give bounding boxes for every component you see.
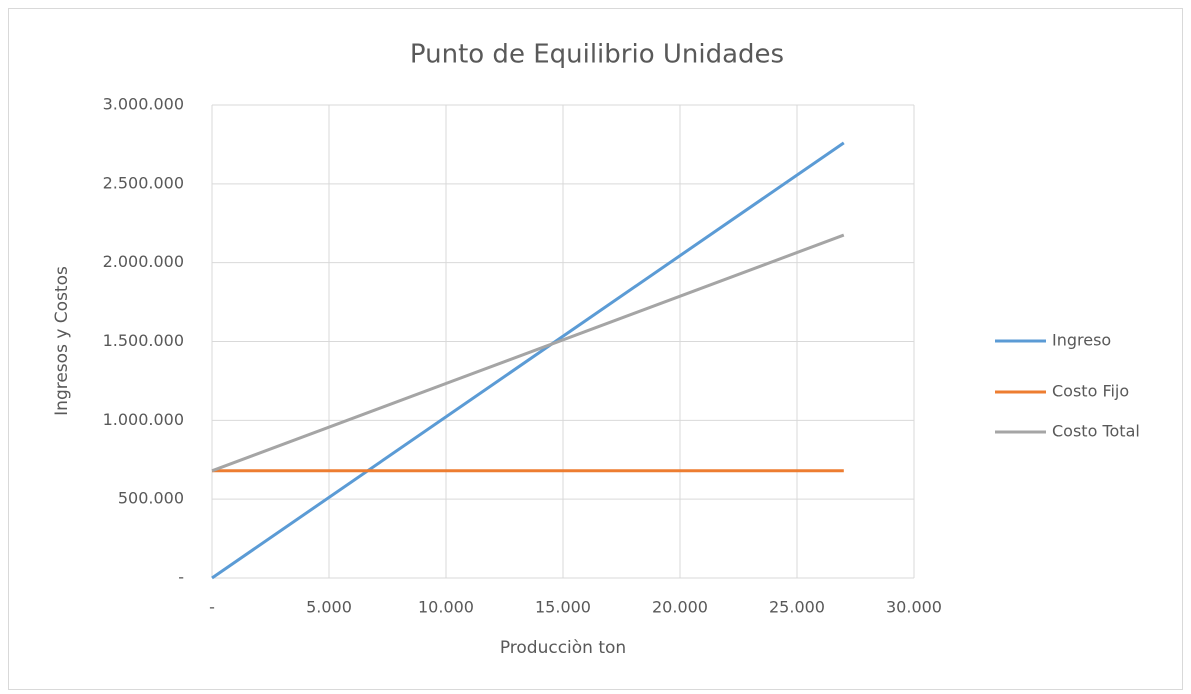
x-tick-label: 5.000 [306,598,352,617]
chart-frame [8,8,1183,690]
series-line [211,233,845,473]
legend-label: Costo Total [1052,422,1140,441]
x-tick-label: 25.000 [769,598,825,617]
y-tick-label: 1.000.000 [103,410,184,429]
x-tick-label: - [209,598,215,617]
y-tick-label: 2.500.000 [103,173,184,192]
y-axis-label: Ingresos y Costos [52,266,72,416]
y-tick-label: 2.000.000 [103,252,184,271]
chart-title: Punto de Equilibrio Unidades [410,40,784,70]
legend-label: Costo Fijo [1052,382,1129,401]
y-tick-label: 500.000 [118,489,184,508]
x-tick-label: 15.000 [535,598,591,617]
x-axis-label: Producciòn ton [500,638,626,658]
y-tick-label: 3.000.000 [103,95,184,114]
series-line [211,141,845,580]
y-tick-label: 1.500.000 [103,331,184,350]
x-tick-label: 30.000 [886,598,942,617]
x-tick-label: 20.000 [652,598,708,617]
legend-label: Ingreso [1052,331,1111,350]
x-tick-label: 10.000 [418,598,474,617]
y-tick-label: - [178,568,184,587]
